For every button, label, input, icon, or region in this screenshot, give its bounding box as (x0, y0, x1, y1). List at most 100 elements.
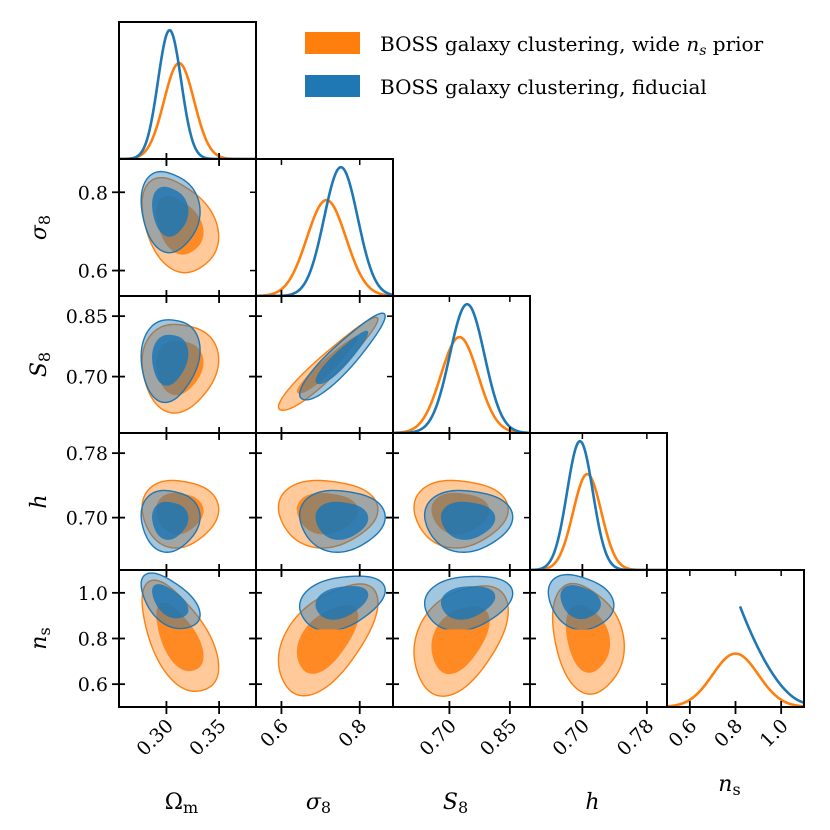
panel-om-s8 (112, 158, 257, 303)
x-tick-label-h: 0.78 (613, 715, 658, 760)
contour-68-fiducial (152, 186, 189, 237)
x-tick-label-S8: 0.70 (415, 715, 460, 760)
panel-S8-h (386, 432, 531, 577)
contour-68-wide (431, 606, 490, 675)
contour-68-wide (565, 604, 611, 673)
y-tick-label-ns: 0.6 (78, 674, 108, 696)
marginal-curve-fiducial-om (119, 28, 256, 159)
marginal-curve-wide-om (119, 61, 256, 159)
svg-text:ns: ns (27, 627, 54, 649)
y-axis-label-S8: S8 (27, 352, 54, 377)
contour-68-fiducial (440, 586, 496, 620)
marginal-curve-fiducial-s8 (256, 165, 393, 296)
panel-om-h (112, 432, 257, 577)
panel-s8-h (249, 432, 394, 577)
y-axis-label-ns: ns (27, 627, 54, 649)
panel-content (547, 573, 626, 695)
panel-content (140, 319, 220, 414)
panel-s8-S8 (249, 295, 394, 440)
contour-68-wide (156, 602, 204, 672)
panel-content (413, 575, 514, 697)
contour-68-fiducial (440, 501, 496, 540)
panel-content (140, 572, 220, 693)
y-tick-label-s8: 0.8 (78, 182, 108, 204)
panel-frame (392, 295, 531, 434)
x-tick-label-s8: 0.8 (334, 715, 371, 752)
x-tick-label-S8: 0.85 (476, 715, 521, 760)
y-tick-label-S8: 0.85 (66, 306, 108, 328)
y-axis-label-s8: σ8 (27, 215, 54, 240)
x-axis-label-om: Ωm (165, 790, 198, 817)
x-axis-label-s8: σ8 (306, 790, 331, 817)
x-tick-label-ns: 0.8 (710, 715, 747, 752)
marginal-curve-wide-S8 (393, 335, 530, 433)
panel-content (413, 479, 514, 553)
contour-68-fiducial (152, 584, 189, 619)
legend-label-fiducial: BOSS galaxy clustering, fiducial (380, 75, 707, 99)
panel-s8-s8 (255, 158, 394, 303)
legend: BOSS galaxy clustering, wide ns prior BOS… (305, 32, 764, 99)
legend-label-wide: BOSS galaxy clustering, wide ns prior (380, 32, 764, 59)
marginal-curve-fiducial-S8 (393, 302, 530, 433)
marginal-curve-wide-s8 (256, 198, 393, 296)
svg-text:h: h (27, 494, 52, 508)
marginal-curve-fiducial-h (530, 439, 667, 570)
panels-layer (112, 21, 805, 714)
y-tick-label-S8: 0.70 (66, 367, 108, 389)
panel-content (667, 605, 804, 707)
contour-68-fiducial (315, 501, 369, 540)
panel-h-h (529, 432, 668, 577)
panel-content (393, 302, 530, 433)
x-axis-label-h: h (585, 790, 599, 815)
panel-content (140, 170, 220, 274)
contour-68-fiducial (315, 586, 369, 620)
panel-content (140, 479, 220, 553)
contour-68-wide (296, 604, 359, 674)
panel-om-ns (112, 569, 257, 714)
y-axis-label-h: h (27, 494, 52, 508)
panel-content (277, 312, 386, 411)
panel-content (277, 479, 386, 553)
panel-om-om (118, 21, 257, 166)
y-tick-label-ns: 0.8 (78, 629, 108, 651)
panel-h-ns (523, 569, 668, 714)
y-tick-label-s8: 0.6 (78, 261, 108, 283)
panel-content (277, 575, 386, 697)
svg-text:S8: S8 (27, 352, 54, 377)
prior-truncation (298, 575, 386, 630)
panel-content (530, 439, 667, 570)
x-tick-label-om: 0.30 (132, 715, 177, 760)
x-tick-label-ns: 0.6 (664, 715, 701, 752)
panel-content (119, 28, 256, 159)
contour-68-fiducial (152, 501, 189, 540)
x-tick-label-h: 0.70 (548, 715, 593, 760)
panel-s8-ns (249, 569, 394, 714)
x-tick-label-ns: 1.0 (756, 715, 793, 752)
x-tick-label-s8: 0.6 (256, 715, 293, 752)
legend-swatch-fiducial (305, 75, 360, 97)
prior-truncation (423, 575, 514, 630)
marginal-curve-wide-ns (667, 652, 804, 707)
marginal-curve-fiducial-ns (738, 605, 804, 704)
panel-ns-ns (666, 569, 805, 714)
legend-swatch-wide (305, 32, 360, 54)
panel-S8-ns (386, 569, 531, 714)
axis-labels-layer: 0.30 0.35 0.6 0.8 0.70 0.85 0.70 0.78 0.6 0.8 1.00… (27, 182, 793, 817)
prior-truncation (547, 573, 615, 630)
contour-68-fiducial (560, 585, 601, 620)
panel-om-S8 (112, 295, 257, 440)
y-tick-label-h: 0.70 (66, 508, 108, 530)
panel-content (256, 165, 393, 296)
prior-truncation (140, 572, 201, 630)
x-tick-label-om: 0.35 (185, 715, 230, 760)
x-axis-label-ns: ns (718, 772, 740, 799)
contour-68-fiducial (152, 334, 189, 386)
x-axis-label-S8: S8 (443, 790, 468, 817)
contour-68-fiducial (315, 330, 369, 385)
y-tick-label-h: 0.78 (66, 443, 108, 465)
panel-S8-S8 (392, 295, 531, 440)
panel-frame (118, 21, 257, 160)
y-tick-label-ns: 1.0 (78, 583, 108, 605)
svg-text:σ8: σ8 (27, 215, 54, 240)
